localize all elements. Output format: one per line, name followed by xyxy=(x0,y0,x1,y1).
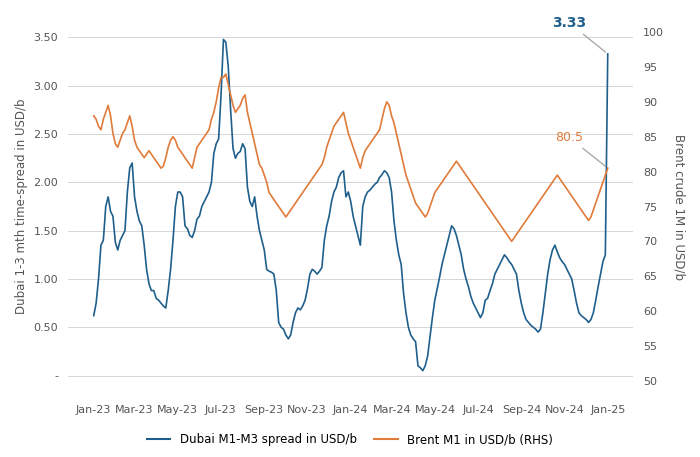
Y-axis label: Brent crude 1M in USD/b: Brent crude 1M in USD/b xyxy=(672,133,685,280)
Text: 3.33: 3.33 xyxy=(552,16,606,52)
Y-axis label: Dubai 1-3 mth time-spread in USD/b: Dubai 1-3 mth time-spread in USD/b xyxy=(15,99,28,314)
Legend: Dubai M1-M3 spread in USD/b, Brent M1 in USD/b (RHS): Dubai M1-M3 spread in USD/b, Brent M1 in… xyxy=(142,429,558,451)
Text: 80.5: 80.5 xyxy=(555,131,606,166)
